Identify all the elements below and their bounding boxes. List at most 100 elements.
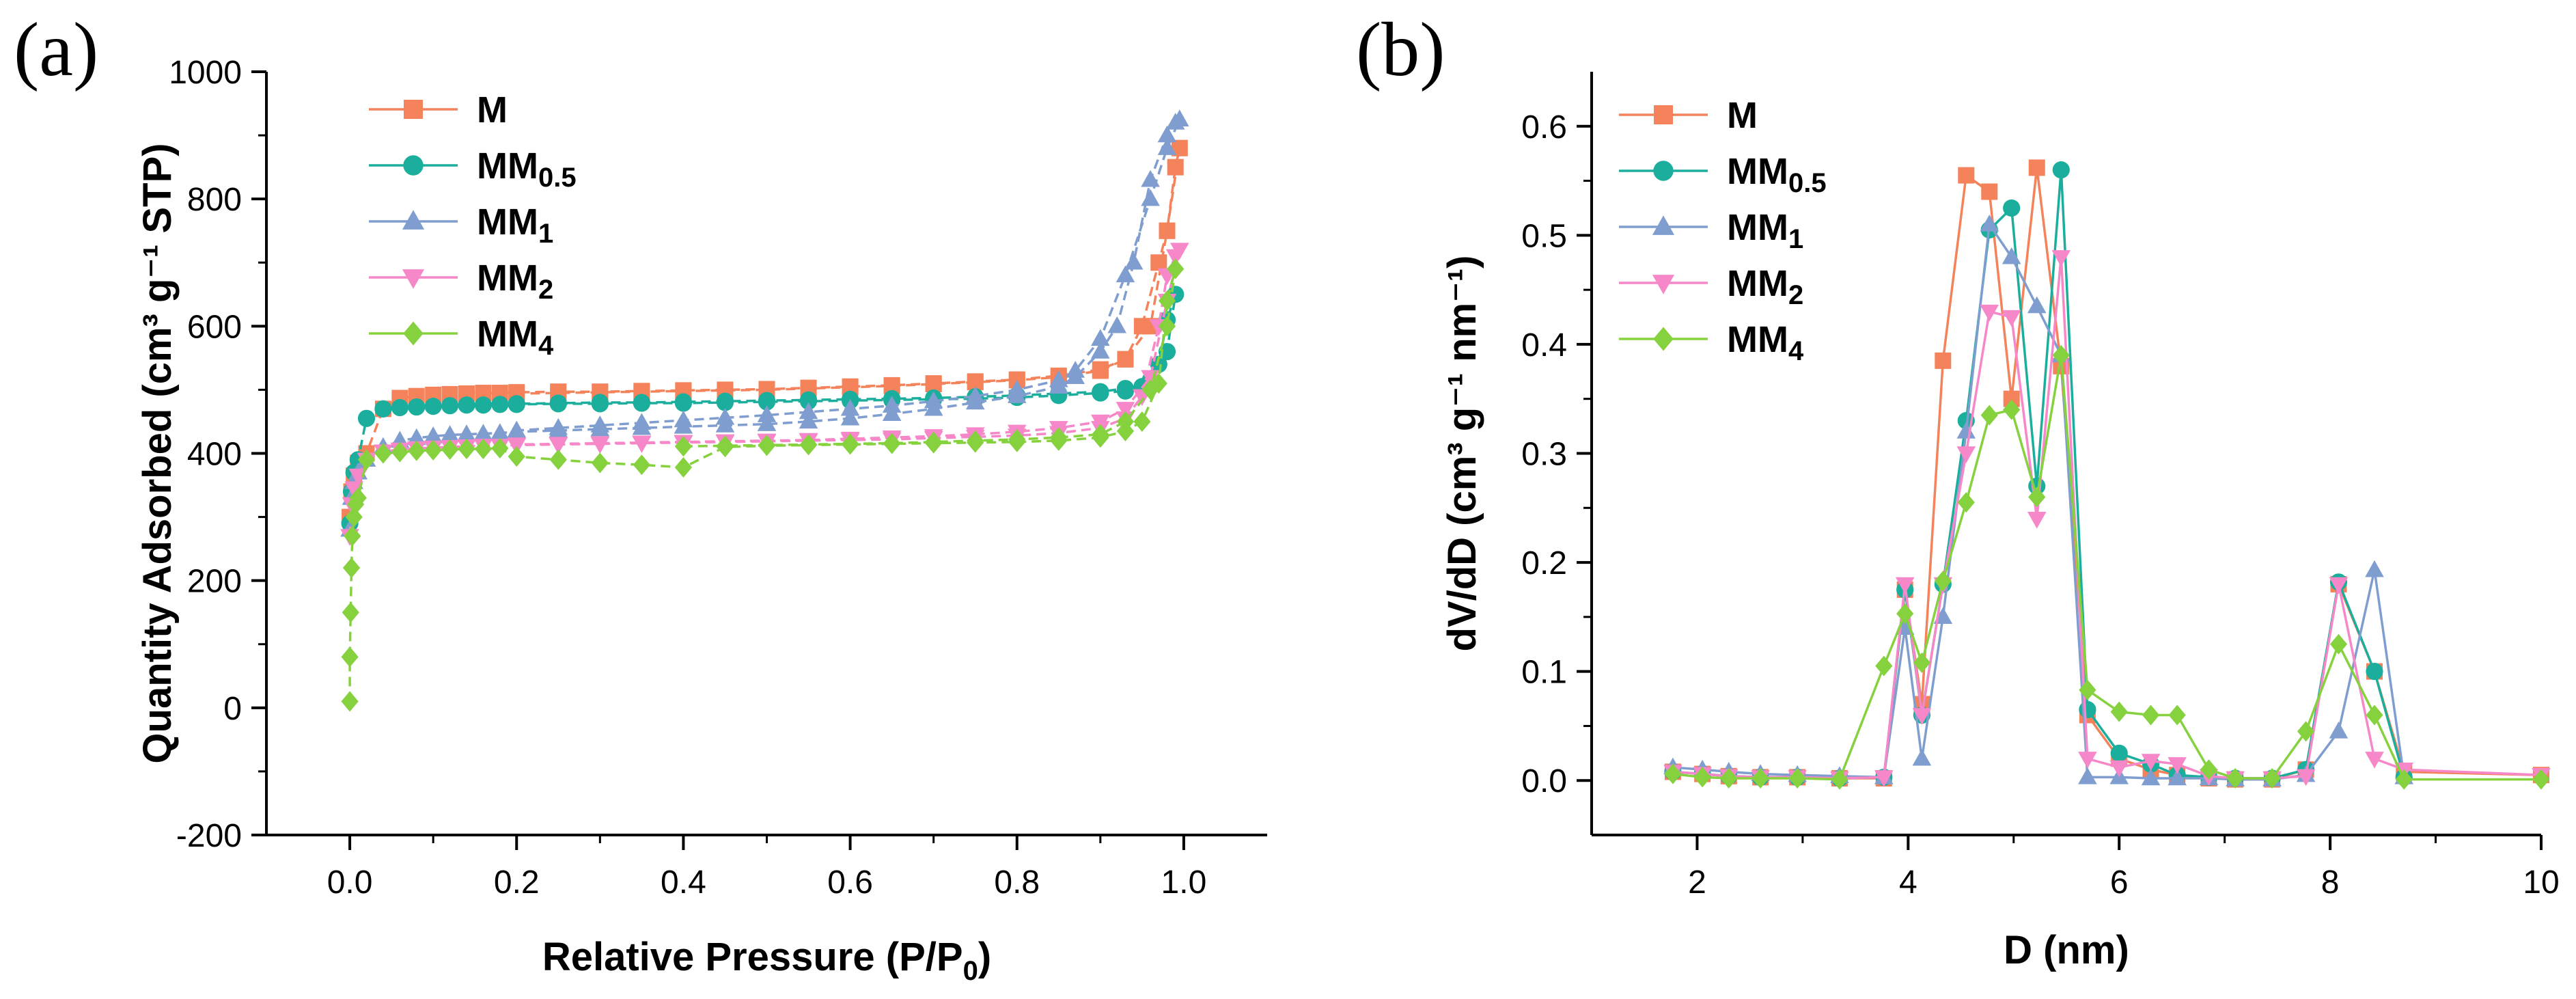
data-point xyxy=(424,398,442,415)
data-point xyxy=(1091,414,1110,432)
data-point xyxy=(2002,310,2021,327)
data-point xyxy=(1981,183,1998,200)
x-tick-label: 0.4 xyxy=(661,864,706,901)
legend-marker xyxy=(404,100,423,119)
x-axis-label-main: Relative Pressure (P/P xyxy=(542,935,963,979)
data-point xyxy=(1875,655,1893,676)
data-point xyxy=(1116,265,1135,283)
data-point xyxy=(344,525,361,547)
legend-label: MM0.5 xyxy=(1727,151,1827,198)
data-point xyxy=(1874,770,1894,787)
data-point xyxy=(965,386,985,403)
data-point xyxy=(2109,760,2129,778)
data-point xyxy=(549,449,567,470)
data-point xyxy=(1141,189,1160,206)
data-point xyxy=(1167,159,1184,176)
data-point xyxy=(590,415,610,433)
series-line xyxy=(348,148,1181,517)
data-point xyxy=(2296,769,2316,786)
legend-label: MM1 xyxy=(1727,207,1803,254)
data-point xyxy=(1092,362,1109,379)
data-point xyxy=(757,414,777,431)
legend-label: M xyxy=(477,90,508,131)
data-point xyxy=(1157,138,1177,155)
data-point xyxy=(441,439,459,460)
x-tick-label: 1.0 xyxy=(1161,864,1207,901)
data-point xyxy=(374,443,392,464)
data-point xyxy=(1049,370,1068,387)
data-point xyxy=(549,437,568,454)
data-point xyxy=(716,392,734,410)
data-point xyxy=(1664,763,1682,784)
legend-marker xyxy=(1652,275,1675,295)
data-point xyxy=(882,396,902,413)
data-point xyxy=(1141,379,1159,400)
legend-label-sub: 0.5 xyxy=(538,163,577,193)
data-point xyxy=(1092,383,1109,400)
data-point xyxy=(1912,708,1932,725)
data-point xyxy=(1116,411,1135,432)
data-point xyxy=(674,456,693,478)
data-point xyxy=(1150,254,1167,271)
legend-label-main: MM xyxy=(1727,151,1788,192)
data-point xyxy=(799,434,818,455)
x-tick-label: 0.6 xyxy=(827,864,873,901)
data-point xyxy=(345,506,363,528)
panel-label: (b) xyxy=(1356,8,1445,92)
data-point xyxy=(2142,704,2160,726)
data-point xyxy=(632,435,652,453)
data-point xyxy=(1170,109,1189,127)
data-point xyxy=(1980,304,1999,322)
data-point xyxy=(2003,199,2021,217)
legend-label: MM2 xyxy=(477,258,553,305)
data-point xyxy=(491,396,509,413)
data-point xyxy=(374,400,392,418)
data-point xyxy=(2028,487,2046,508)
legend-entry-M: M xyxy=(369,90,508,131)
legend-marker xyxy=(403,155,424,176)
data-point xyxy=(2395,769,2413,790)
data-point xyxy=(1107,316,1127,333)
x-axis-label-tail: ) xyxy=(978,935,991,979)
data-point xyxy=(1158,290,1176,312)
data-point xyxy=(341,691,359,712)
chart-panel-b: (b) 2 4 6 8 10 0.0 0.1 0.2 0.3 0.4 0.5 0.6 D (nm) dV/d… xyxy=(1356,8,2560,972)
data-point xyxy=(841,433,859,454)
x-tick-label: 10 xyxy=(2523,864,2559,901)
data-point xyxy=(1158,316,1176,337)
data-point xyxy=(715,407,735,425)
data-point xyxy=(716,435,734,456)
series-line xyxy=(348,269,1177,702)
data-point xyxy=(1066,361,1085,378)
data-point xyxy=(424,426,443,443)
data-point xyxy=(508,395,525,413)
legend-entry-MM0.5: MM0.5 xyxy=(369,146,577,193)
legend-label-main: MM xyxy=(477,258,538,299)
panel-label: (a) xyxy=(14,8,98,92)
data-point xyxy=(549,394,567,412)
legend-label: MM0.5 xyxy=(477,146,577,193)
data-point xyxy=(925,431,943,452)
y-tick-label: 0.4 xyxy=(1521,327,1567,364)
data-point xyxy=(1159,222,1176,239)
data-point xyxy=(2052,344,2070,366)
data-point xyxy=(1980,215,1999,232)
series-MM1 xyxy=(340,109,1189,537)
legend-label: MM4 xyxy=(1727,319,1804,366)
data-point xyxy=(1913,652,1931,673)
data-point xyxy=(342,602,359,623)
data-point xyxy=(1957,492,1975,513)
legend-label-sub: 0.5 xyxy=(1788,168,1827,198)
data-point xyxy=(1895,577,1915,594)
data-point xyxy=(408,398,426,416)
legend-label: MM2 xyxy=(1727,263,1803,310)
data-point xyxy=(474,396,493,414)
data-point xyxy=(674,436,693,457)
data-point xyxy=(1980,405,1998,426)
legend-label-sub: 2 xyxy=(538,275,553,305)
data-point xyxy=(2002,247,2021,264)
data-point xyxy=(758,435,776,456)
data-point xyxy=(341,646,359,668)
x-tick-label: 0.2 xyxy=(494,864,540,901)
data-point xyxy=(357,449,376,470)
